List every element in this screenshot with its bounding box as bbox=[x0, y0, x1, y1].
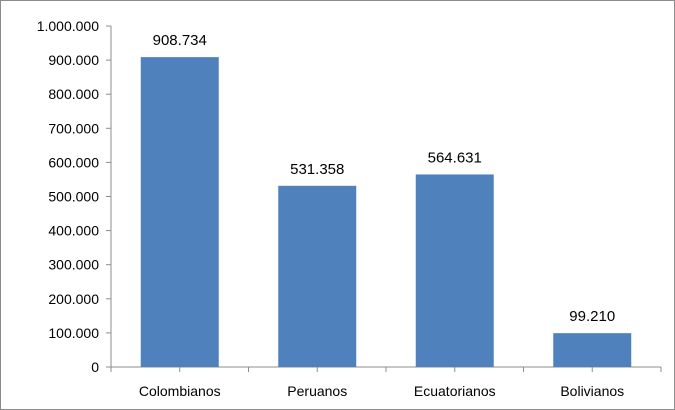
y-tick-label: 400.000 bbox=[48, 223, 99, 239]
y-tick-label: 900.000 bbox=[48, 52, 99, 68]
data-label: 531.358 bbox=[290, 161, 344, 178]
data-label: 908.734 bbox=[153, 32, 207, 49]
y-tick-label: 700.000 bbox=[48, 120, 99, 136]
y-tick-label: 100.000 bbox=[48, 325, 99, 341]
y-tick-label: 500.000 bbox=[48, 189, 99, 205]
category-label: Bolivianos bbox=[560, 383, 624, 399]
bar bbox=[415, 174, 494, 367]
y-tick-label: 600.000 bbox=[48, 154, 99, 170]
category-label: Peruanos bbox=[287, 383, 347, 399]
bar bbox=[140, 57, 219, 367]
category-label: Colombianos bbox=[139, 383, 221, 399]
y-tick-label: 200.000 bbox=[48, 291, 99, 307]
y-tick-label: 0 bbox=[91, 359, 99, 375]
category-label: Ecuatorianos bbox=[414, 383, 496, 399]
data-label: 99.210 bbox=[569, 308, 615, 325]
bar bbox=[553, 333, 632, 367]
y-tick-label: 1.000.000 bbox=[37, 18, 99, 34]
bar bbox=[278, 185, 357, 367]
y-tick-label: 300.000 bbox=[48, 257, 99, 273]
data-label: 564.631 bbox=[428, 149, 482, 166]
y-tick-label: 800.000 bbox=[48, 86, 99, 102]
